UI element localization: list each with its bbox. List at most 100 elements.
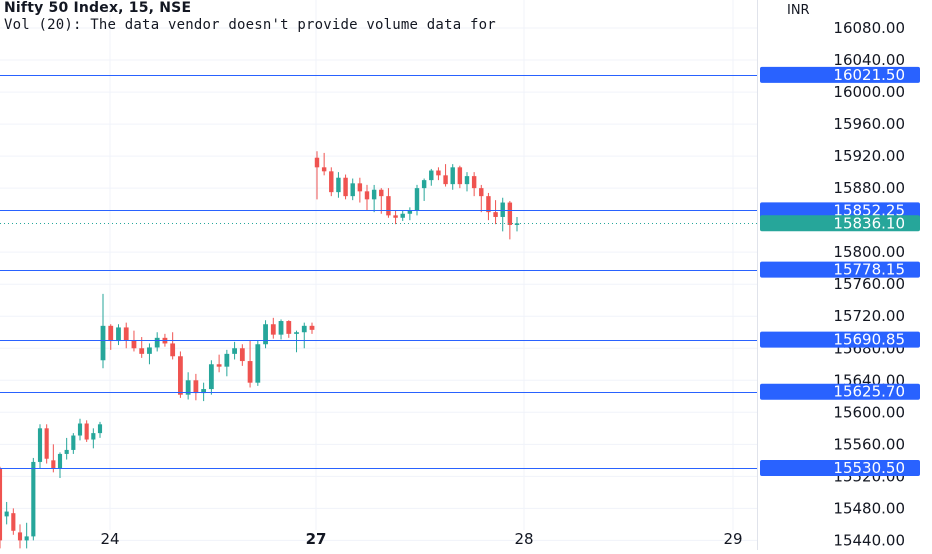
candle-body[interactable] <box>493 212 498 217</box>
candle-body[interactable] <box>278 321 284 335</box>
candle-body[interactable] <box>24 536 29 541</box>
candle-body[interactable] <box>201 389 207 394</box>
candle-body[interactable] <box>486 196 491 213</box>
candle-body[interactable] <box>247 361 253 383</box>
candle-body[interactable] <box>239 348 245 362</box>
candle-body[interactable] <box>450 167 455 185</box>
candle-body[interactable] <box>429 170 434 181</box>
level-price-badge[interactable] <box>760 459 920 476</box>
price-tick-label: 15920.00 <box>833 147 905 165</box>
candle-body[interactable] <box>178 356 183 395</box>
candle-body[interactable] <box>286 321 292 334</box>
candle-body[interactable] <box>294 332 299 334</box>
candle-body[interactable] <box>479 188 484 197</box>
level-price-badge[interactable] <box>760 331 920 348</box>
candle-body[interactable] <box>400 213 405 218</box>
price-tick-label: 15480.00 <box>833 499 905 517</box>
candle-body[interactable] <box>464 176 470 185</box>
candle-body[interactable] <box>393 215 398 218</box>
candle-body[interactable] <box>443 175 448 185</box>
candle-body[interactable] <box>97 424 103 434</box>
candle-body[interactable] <box>471 176 477 189</box>
last-price-label: 15836.10 <box>833 214 905 232</box>
candle-body[interactable] <box>309 325 315 330</box>
candle-body[interactable] <box>108 325 114 342</box>
price-tick-label: 15960.00 <box>833 115 905 133</box>
candle-body[interactable] <box>407 210 413 214</box>
candle-body[interactable] <box>436 170 441 176</box>
level-price-label: 15625.70 <box>833 383 905 401</box>
candle-body[interactable] <box>37 428 43 462</box>
level-price-badge[interactable] <box>760 202 920 219</box>
candle-body[interactable] <box>17 532 23 541</box>
last-price-badge <box>760 215 920 232</box>
level-price-label: 15778.15 <box>833 261 905 279</box>
candle-body[interactable] <box>500 202 505 217</box>
candle-body[interactable] <box>139 348 145 354</box>
candle-body[interactable] <box>208 364 214 390</box>
candle-body[interactable] <box>224 353 230 367</box>
candle-body[interactable] <box>336 177 341 193</box>
candle-body[interactable] <box>350 183 355 197</box>
candle-body[interactable] <box>507 202 513 225</box>
level-price-badge[interactable] <box>760 261 920 278</box>
candle-body[interactable] <box>329 171 334 193</box>
candle-body[interactable] <box>457 167 463 185</box>
candle-body[interactable] <box>57 453 63 469</box>
candle-body[interactable] <box>154 337 160 348</box>
price-tick-label: 15720.00 <box>833 307 905 325</box>
candle-body[interactable] <box>147 347 152 354</box>
candle-body[interactable] <box>64 449 69 454</box>
candle-body[interactable] <box>321 167 327 172</box>
time-tick-label: 24 <box>100 530 119 548</box>
price-tick-label: 15880.00 <box>833 179 905 197</box>
candle-body[interactable] <box>421 180 427 189</box>
candle-body[interactable] <box>185 380 191 395</box>
currency-label: INR <box>787 3 810 18</box>
level-price-badge[interactable] <box>760 383 920 400</box>
price-tick-label: 15440.00 <box>833 531 905 549</box>
candle-body[interactable] <box>84 423 89 440</box>
candle-body[interactable] <box>357 183 363 192</box>
candle-body[interactable] <box>414 188 420 211</box>
candle-body[interactable] <box>379 189 384 197</box>
candle-body[interactable] <box>71 435 76 450</box>
candle-body[interactable] <box>11 513 16 531</box>
candle-body[interactable] <box>170 343 176 357</box>
volume-indicator-note[interactable]: Vol (20): The data vendor doesn't provid… <box>4 17 496 33</box>
candle-body[interactable] <box>216 364 222 367</box>
candle-body[interactable] <box>100 325 106 361</box>
candle-body[interactable] <box>255 344 261 383</box>
candle-body[interactable] <box>232 348 237 354</box>
price-tick-label: 16000.00 <box>833 83 905 101</box>
candle-body[interactable] <box>77 423 83 436</box>
candle-body[interactable] <box>371 189 377 200</box>
candle-body[interactable] <box>0 468 3 541</box>
candle-body[interactable] <box>514 223 520 225</box>
level-price-label: 16021.50 <box>833 66 905 84</box>
candle-body[interactable] <box>263 324 268 345</box>
price-tick-label: 15800.00 <box>833 243 905 261</box>
candle-body[interactable] <box>314 157 320 168</box>
symbol-title[interactable]: Nifty 50 Index, 15, NSE <box>4 0 192 16</box>
level-price-label: 15852.25 <box>833 201 905 219</box>
price-tick-label: 15600.00 <box>833 403 905 421</box>
candle-body[interactable] <box>44 428 49 459</box>
candle-body[interactable] <box>193 380 199 394</box>
price-tick-label: 15560.00 <box>833 435 905 453</box>
candle-body[interactable] <box>301 325 307 333</box>
candle-body[interactable] <box>343 177 348 197</box>
candle-body[interactable] <box>51 460 56 469</box>
candle-body[interactable] <box>386 196 391 216</box>
candle-body[interactable] <box>4 511 9 517</box>
candle-body[interactable] <box>364 191 370 200</box>
candle-body[interactable] <box>123 327 129 341</box>
candle-body[interactable] <box>270 324 276 335</box>
candle-body[interactable] <box>31 461 36 537</box>
candle-body[interactable] <box>91 433 96 440</box>
candle-body[interactable] <box>131 340 137 349</box>
level-price-badge[interactable] <box>760 66 920 83</box>
candle-body[interactable] <box>116 327 121 342</box>
